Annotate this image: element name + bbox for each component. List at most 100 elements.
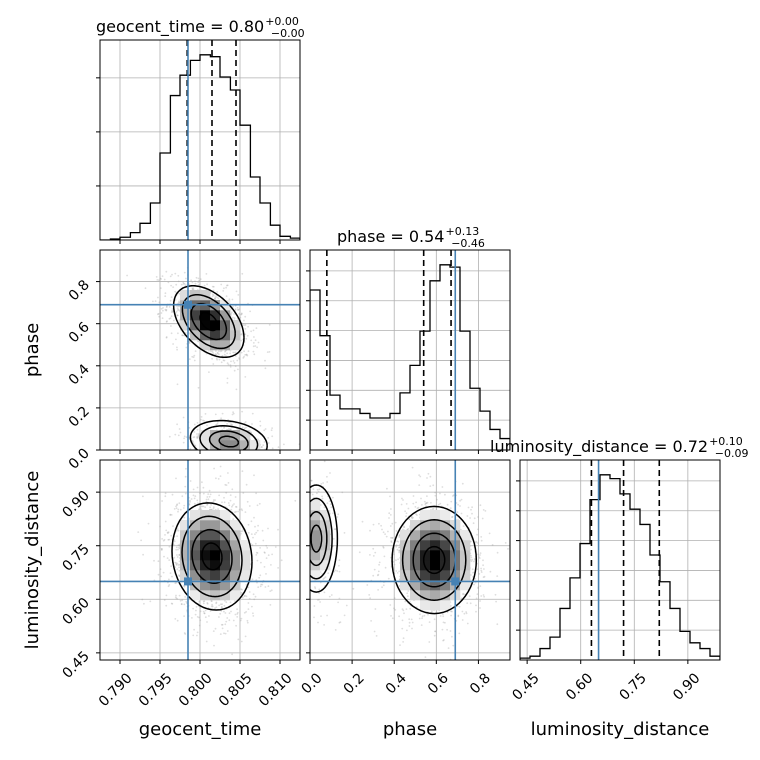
sample-point (152, 300, 154, 303)
sample-point (253, 336, 255, 338)
sample-point (303, 599, 305, 601)
sample-point (206, 283, 209, 286)
density-cell (430, 550, 441, 561)
sample-point (252, 329, 255, 332)
sample-point (297, 516, 299, 518)
sample-point (243, 452, 245, 454)
sample-point (316, 599, 319, 601)
p21-contour-0-1 (412, 532, 457, 588)
sample-point (166, 305, 168, 308)
sample-point (358, 551, 361, 554)
density-cell (210, 590, 221, 601)
sample-point (389, 525, 392, 527)
sample-point (229, 366, 232, 368)
sample-point (233, 503, 235, 505)
sample-point (203, 600, 206, 602)
density-cell (200, 340, 211, 351)
sample-point (225, 286, 228, 289)
sample-point (408, 518, 411, 521)
sample-point (247, 523, 250, 526)
sample-point (381, 528, 383, 531)
sample-point (202, 610, 205, 613)
sample-point (193, 628, 196, 631)
sample-point (323, 506, 326, 509)
sample-point (377, 589, 379, 591)
sample-point (435, 508, 438, 511)
p00-grid (100, 40, 300, 240)
title-phase: phase = 0.54+0.13 −0.46 (337, 225, 485, 250)
sample-point (215, 477, 217, 480)
sample-point (237, 294, 240, 296)
sample-point (426, 501, 429, 504)
sample-point (305, 539, 307, 541)
sample-point (377, 570, 380, 573)
sample-point (229, 466, 231, 468)
sample-point (307, 525, 309, 527)
sample-point (226, 467, 228, 469)
sample-point (251, 578, 254, 581)
sample-point (221, 452, 223, 454)
sample-point (231, 504, 234, 507)
sample-point (142, 495, 144, 498)
sample-point (245, 474, 247, 476)
sample-point (462, 592, 465, 595)
sample-point (246, 354, 249, 357)
sample-point (220, 609, 223, 612)
sample-point (246, 619, 249, 622)
sample-point (303, 563, 305, 565)
sample-point (250, 520, 253, 523)
sample-point (165, 594, 168, 597)
sample-point (251, 412, 254, 415)
sample-point (382, 545, 385, 548)
sample-point (240, 351, 243, 354)
sample-point (274, 546, 277, 548)
sample-point (224, 350, 227, 352)
sample-point (452, 495, 454, 497)
sample-point (194, 350, 197, 352)
sample-point (197, 277, 200, 280)
sample-point (216, 351, 219, 354)
sample-point (165, 270, 168, 273)
sample-point (411, 627, 413, 630)
sample-point (216, 422, 219, 425)
sample-point (218, 468, 220, 470)
sample-point (398, 551, 401, 554)
sample-point (164, 492, 167, 495)
sample-point (178, 546, 180, 549)
sample-point (418, 474, 420, 476)
sample-point (188, 503, 191, 506)
sample-point (240, 333, 243, 335)
sample-point (177, 434, 180, 437)
sample-point (402, 528, 404, 531)
sample-point (209, 506, 212, 509)
sample-point (433, 634, 436, 637)
sample-point (401, 608, 404, 610)
sample-point (163, 599, 166, 601)
sample-point (369, 554, 371, 556)
sample-point (246, 461, 248, 463)
sample-point (219, 465, 222, 468)
sample-point (229, 601, 232, 604)
sample-point (220, 349, 223, 352)
density-cell (430, 530, 441, 541)
sample-point (270, 429, 273, 432)
sample-point (231, 298, 234, 301)
sample-point (200, 418, 202, 421)
sample-point (238, 313, 240, 315)
sample-point (460, 597, 463, 600)
sample-point (182, 416, 185, 419)
sample-point (198, 340, 200, 343)
p21-contour-0-2 (401, 519, 467, 601)
sample-point (164, 308, 167, 311)
density-cell (210, 510, 221, 521)
p10-contour-0-0 (199, 311, 219, 332)
sample-point (471, 506, 473, 509)
sample-point (211, 603, 214, 606)
sample-point (165, 306, 168, 308)
sample-point (158, 301, 161, 304)
sample-point (307, 576, 309, 578)
sample-point (226, 382, 229, 384)
sample-point (403, 526, 405, 528)
sample-point (302, 559, 304, 561)
sample-point (165, 336, 168, 338)
